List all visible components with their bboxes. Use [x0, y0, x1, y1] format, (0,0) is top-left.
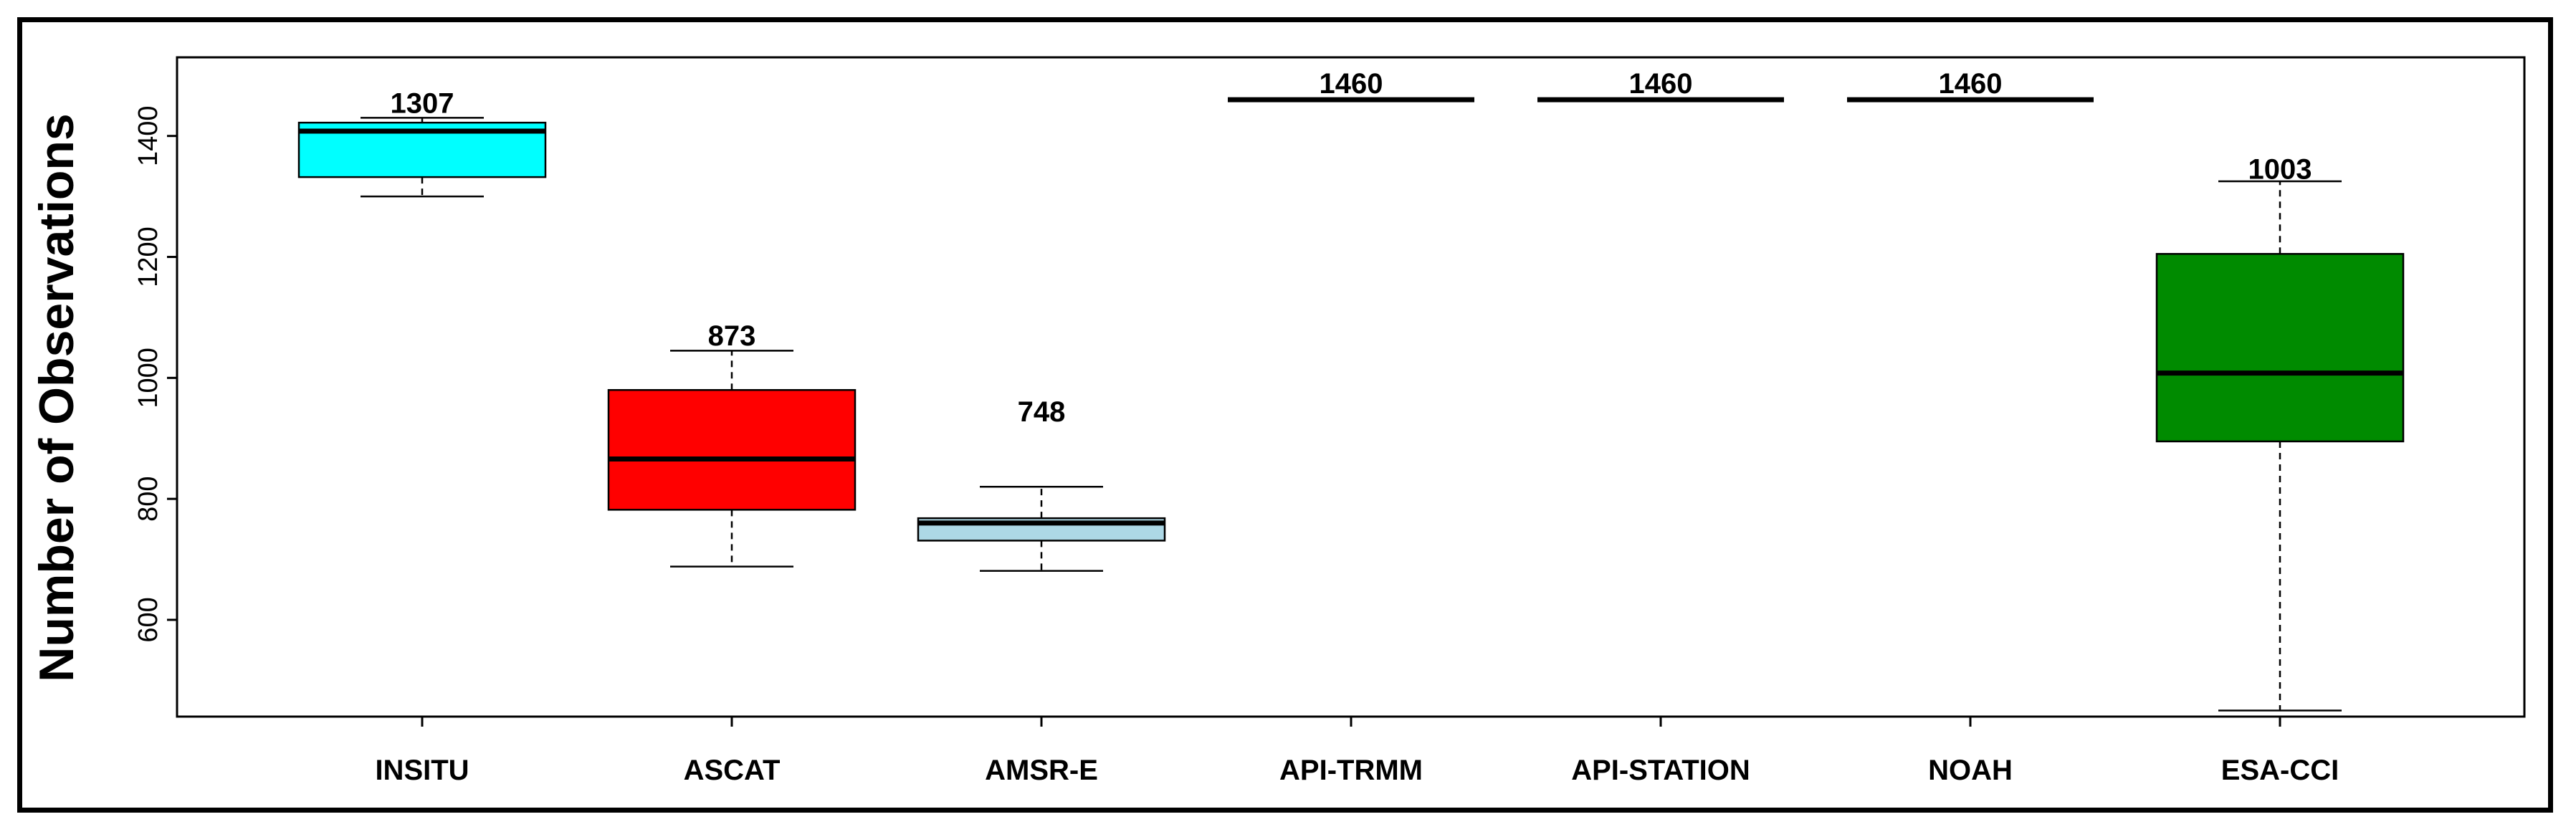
- count-annotation: 873: [708, 320, 756, 352]
- x-category-label: NOAH: [1928, 755, 2013, 786]
- box-ascat: [607, 388, 857, 511]
- x-category-label: API-TRMM: [1279, 755, 1423, 786]
- count-annotation: 1460: [1629, 68, 1693, 100]
- count-annotation: 1460: [1939, 68, 2003, 100]
- y-tick-label: 1000: [133, 348, 163, 408]
- count-annotation: 1003: [2248, 154, 2312, 186]
- count-annotation: 1307: [391, 88, 454, 120]
- x-category-label: INSITU: [375, 755, 469, 786]
- x-category-label: ASCAT: [684, 755, 781, 786]
- y-tick-label: 1200: [133, 226, 163, 287]
- x-category-label: AMSR-E: [985, 755, 1098, 786]
- y-tick-label: 1400: [133, 105, 163, 166]
- box-esa-cci: [2155, 253, 2405, 443]
- count-annotation: 748: [1018, 396, 1066, 428]
- x-category-label: ESA-CCI: [2221, 755, 2339, 786]
- y-axis-title: Number of Observations: [29, 113, 84, 682]
- x-category-label: API-STATION: [1571, 755, 1750, 786]
- y-tick-label: 600: [133, 597, 163, 642]
- plot-area: 600 800 1000 1200 1400 INSITU ASCAT AMSR-E API-T…: [133, 56, 2526, 786]
- y-tick-label: 800: [133, 476, 163, 521]
- count-annotation: 1460: [1320, 68, 1383, 100]
